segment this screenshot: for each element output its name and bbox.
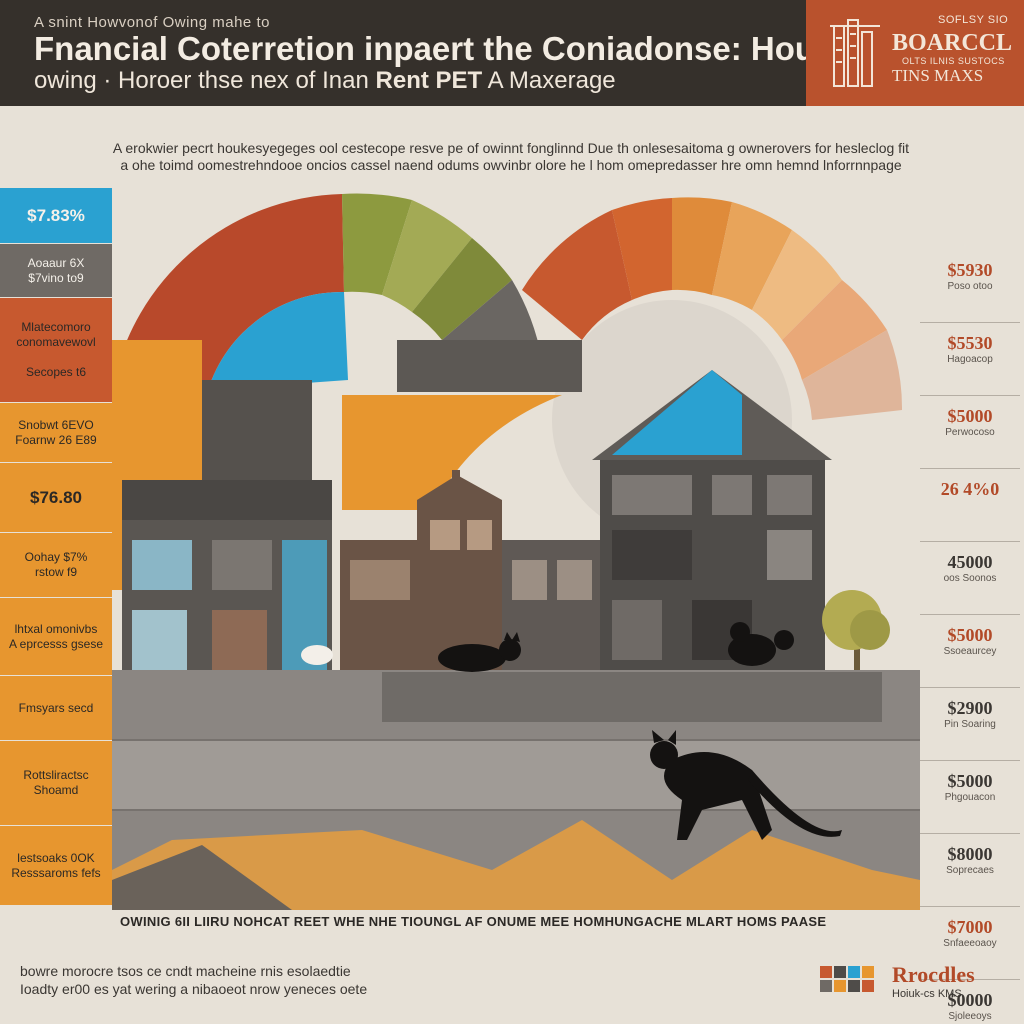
price-row: $5530 Hagoacop: [920, 323, 1020, 396]
left-stat-2: Mlatecomoro conomavewovl Secopes t6: [0, 298, 112, 403]
color-squares-icon: [820, 966, 874, 992]
left-stat-text: $76.80: [30, 488, 82, 507]
subtitle-bold: Rent PET: [375, 67, 483, 94]
left-stat-7: Fmsyars secd: [0, 676, 112, 741]
cat-silhouette-icon: [438, 622, 842, 840]
left-stat-9: lestsoaks 0OK Resssaroms fefs: [0, 826, 112, 906]
left-stat-text: Fmsyars secd: [18, 700, 94, 715]
housing-illustration: [112, 193, 920, 910]
footer-brand-name: Rrocdles: [892, 962, 975, 987]
price-row: $2900 Pin Soaring: [920, 688, 1020, 761]
price-row: $8000 Soprecaes: [920, 834, 1020, 907]
price-value: $5930: [947, 260, 993, 280]
price-row: $0000 Sjoleeoys: [920, 980, 1020, 1024]
price-row: $7000 Snfaeeoaoy: [920, 907, 1020, 980]
left-stat-text: Oohay $7% rstow f9: [24, 550, 88, 579]
footer-note: bowre morocre tsos ce cndt macheine rnis…: [20, 962, 620, 998]
left-stat-6: lhtxal omonivbs A eprcesss gsese: [0, 598, 112, 676]
left-stat-1: Aoaaur 6X $7vino to9: [0, 244, 112, 298]
tree-icon: [822, 590, 890, 670]
footer-caption: OWINIG 6II LIIRU NOHCAT REET WHE NHE TIO…: [120, 914, 827, 929]
price-row: $5000 Perwocoso: [920, 396, 1020, 469]
price-row: 45000 oos Soonos: [920, 542, 1020, 615]
left-stat-text: Mlatecomoro conomavewovl Secopes t6: [16, 320, 96, 379]
hills: [112, 820, 920, 910]
left-stat-3: Snobwt 6EVO Foarnw 26 E89: [0, 403, 112, 463]
price-label: Phgouacon: [944, 792, 996, 803]
footer-brand: Rrocdles Hoiuk-cs KMS: [820, 962, 1020, 1002]
header-banner: A snint Howvonof Owing mahe to Fnancial …: [0, 0, 872, 106]
footer-line-1: bowre morocre tsos ce cndt macheine rnis…: [20, 963, 351, 979]
intro-line-2: a ohe toimd oomestrehndooe oncios cassel…: [120, 157, 902, 173]
left-stat-text: Snobwt 6EVO Foarnw 26 E89: [15, 417, 97, 447]
intro-line-1: A erokwier pecrt houkesyegeges ool ceste…: [112, 140, 910, 156]
price-row: $5000 Ssoeaurcey: [920, 615, 1020, 688]
price-label: Pin Soaring: [944, 719, 996, 730]
price-value: 45000: [947, 552, 993, 572]
price-row: 26 4%0: [920, 469, 1020, 542]
subtitle-end: A Maxerage: [482, 67, 616, 94]
left-stat-8: Rottsliractsc Shoamd: [0, 741, 112, 826]
price-label: Sjoleeoys: [948, 1011, 992, 1022]
left-stat-5: Oohay $7% rstow f9: [0, 533, 112, 598]
left-stat-0: $7.83%: [0, 188, 112, 244]
price-label: Poso otoo: [947, 281, 993, 292]
left-stat-text: Rottsliractsc Shoamd: [23, 768, 89, 797]
price-row: $5930 Poso otoo: [920, 250, 1020, 323]
price-value: $5530: [947, 333, 993, 353]
pre-title: A snint Howvonof Owing mahe to: [34, 14, 270, 31]
price-row: $5000 Phgouacon: [920, 761, 1020, 834]
price-value: $7000: [947, 917, 993, 937]
price-value: $0000: [947, 990, 993, 1010]
price-label: Soprecaes: [946, 865, 994, 876]
price-label: Snfaeeoaoy: [943, 938, 997, 949]
price-value: $5000: [947, 771, 993, 791]
subtitle-start: owing · Horoer thse nex of Inan: [34, 67, 376, 94]
building-left: [122, 480, 420, 670]
price-label: Perwocoso: [945, 427, 995, 438]
intro-paragraph: A erokwier pecrt houkesyegeges ool ceste…: [36, 140, 986, 174]
price-value: $8000: [947, 844, 993, 864]
white-cat: [301, 645, 333, 665]
badge-title: BOARCCL: [892, 30, 1013, 56]
price-value: 26 4%0: [940, 479, 1000, 499]
left-stat-bar: $7.83% Aoaaur 6X $7vino to9 Mlatecomoro co…: [0, 188, 112, 906]
footer-brand-sub: Hoiuk-cs KMS: [892, 988, 962, 1000]
left-stat-4: $76.80: [0, 463, 112, 533]
left-stat-text: lhtxal omonivbs A eprcesss gsese: [8, 621, 104, 651]
price-label: Ssoeaurcey: [943, 646, 997, 657]
orange-sweep: [342, 395, 562, 510]
left-stat-text: Aoaaur 6X $7vino to9: [27, 255, 85, 285]
left-stat-text: lestsoaks 0OK Resssaroms fefs: [11, 850, 101, 880]
price-label: oos Soonos: [943, 573, 997, 584]
brand-badge: SOFLSY SIO BOARCCL OLTS ILNIS SUSTOCS TI…: [806, 0, 1024, 106]
footer-line-2: Ioadty er00 es yat wering a nibaoeot nro…: [20, 981, 368, 997]
price-value: $2900: [947, 698, 993, 718]
price-value: $5000: [947, 625, 993, 645]
page-title: Fnancial Coterretion inpaert the Coniado…: [34, 30, 872, 67]
badge-small-text: SOFLSY SIO: [938, 14, 1009, 26]
right-price-column: $5930 Poso otoo $5530 Hagoacop $5000 Perwocos…: [920, 250, 1020, 1024]
badge-tagline: OLTS ILNIS SUSTOCS: [902, 56, 1005, 66]
badge-subtitle: TINS MAXS: [892, 66, 984, 85]
building-logo-icon: [830, 19, 880, 87]
left-stat-text: $7.83%: [27, 206, 85, 225]
page-subtitle: owing · Horoer thse nex of Inan Rent PET…: [34, 67, 806, 95]
price-value: $5000: [947, 406, 993, 426]
price-label: Hagoacop: [947, 354, 993, 365]
